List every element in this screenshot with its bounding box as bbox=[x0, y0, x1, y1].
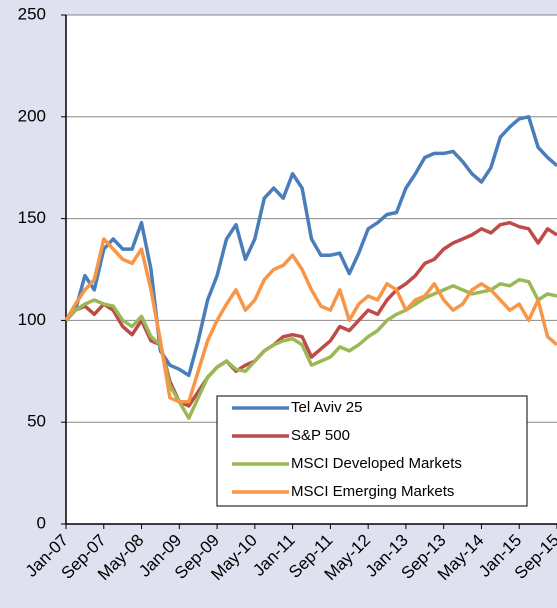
y-tick-label: 50 bbox=[27, 412, 46, 431]
legend-label: MSCI Emerging Markets bbox=[291, 483, 454, 500]
legend-label: S&P 500 bbox=[291, 427, 350, 444]
line-series bbox=[64, 237, 557, 404]
legend-label: MSCI Developed Markets bbox=[291, 455, 462, 472]
line-series bbox=[64, 115, 557, 378]
y-tick-label: 0 bbox=[37, 513, 46, 532]
legend-box bbox=[216, 395, 528, 507]
y-tick-label: 200 bbox=[18, 106, 46, 125]
line-series bbox=[64, 277, 557, 420]
y-tick-label: 100 bbox=[18, 310, 46, 329]
y-tick-label: 250 bbox=[18, 4, 46, 23]
y-tick-label: 150 bbox=[18, 208, 46, 227]
legend-label: Tel Aviv 25 bbox=[291, 399, 362, 416]
legend: Tel Aviv 25 S&P 500 MSCI Developed Markets… bbox=[216, 395, 528, 507]
